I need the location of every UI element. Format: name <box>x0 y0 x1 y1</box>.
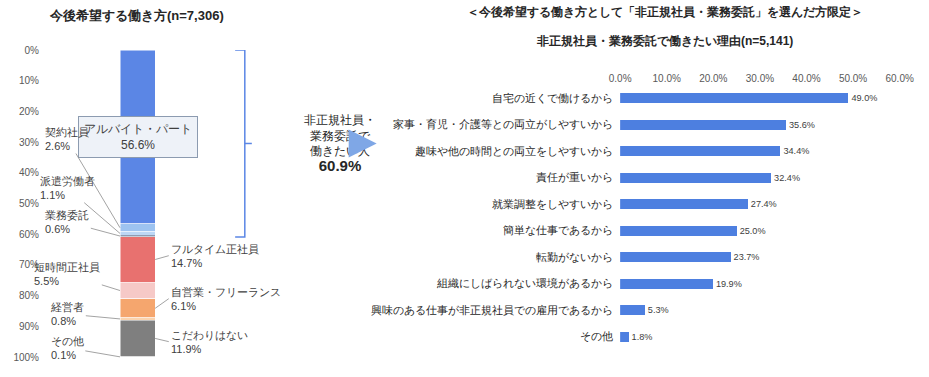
svg-text:40%: 40% <box>19 167 39 178</box>
svg-text:興味のある仕事が非正規社員での雇用であるから: 興味のある仕事が非正規社員での雇用であるから <box>371 304 613 316</box>
svg-text:50.0%: 50.0% <box>839 73 867 84</box>
svg-text:0.0%: 0.0% <box>609 73 632 84</box>
svg-text:90%: 90% <box>19 321 39 332</box>
svg-text:50%: 50% <box>19 198 39 209</box>
svg-text:80%: 80% <box>19 290 39 301</box>
svg-text:34.4%: 34.4% <box>783 146 809 156</box>
svg-text:アルバイト・パート56.6%: アルバイト・パート56.6% <box>84 122 192 152</box>
svg-text:32.4%: 32.4% <box>774 173 800 183</box>
svg-text:60%: 60% <box>19 229 39 240</box>
svg-text:責任が重いから: 責任が重いから <box>536 171 613 183</box>
svg-text:趣味や他の時間との両立をしやすいから: 趣味や他の時間との両立をしやすいから <box>415 145 613 158</box>
svg-text:家事・育児・介護等との両立がしやすいから: 家事・育児・介護等との両立がしやすいから <box>393 118 613 131</box>
svg-text:40.0%: 40.0% <box>792 73 820 84</box>
svg-text:60.0%: 60.0% <box>885 73 913 84</box>
svg-text:転勤がないから: 転勤がないから <box>536 251 613 263</box>
svg-text:49.0%: 49.0% <box>851 93 877 103</box>
svg-text:70%: 70% <box>19 259 39 270</box>
svg-text:20%: 20% <box>19 106 39 117</box>
svg-text:派遣労働者1.1%: 派遣労働者1.1% <box>40 175 95 201</box>
svg-text:10%: 10% <box>19 75 39 86</box>
svg-text:業務委託0.6%: 業務委託0.6% <box>45 209 89 235</box>
svg-text:契約社員2.6%: 契約社員2.6% <box>45 126 89 152</box>
svg-text:20.0%: 20.0% <box>699 73 727 84</box>
svg-text:非正規社員・業務委託で働きたい人60.9%: 非正規社員・業務委託で働きたい人60.9% <box>304 113 376 174</box>
svg-text:こだわりはない11.9%: こだわりはない11.9% <box>171 329 248 355</box>
svg-text:23.7%: 23.7% <box>734 252 760 262</box>
svg-text:組織にしばられない環境があるから: 組織にしばられない環境があるから <box>436 277 613 289</box>
svg-text:その他0.1%: その他0.1% <box>51 335 84 361</box>
svg-text:27.4%: 27.4% <box>751 199 777 209</box>
svg-text:100%: 100% <box>13 352 39 363</box>
svg-text:非正規社員・業務委託で働きたい理由(n=5,141): 非正規社員・業務委託で働きたい理由(n=5,141) <box>536 34 793 48</box>
svg-text:フルタイム正社員14.7%: フルタイム正社員14.7% <box>171 243 259 269</box>
svg-text:0%: 0% <box>25 45 40 56</box>
svg-text:35.6%: 35.6% <box>789 120 815 130</box>
svg-text:25.0%: 25.0% <box>740 226 766 236</box>
svg-text:今後希望する働き方(n=7,306): 今後希望する働き方(n=7,306) <box>49 8 224 23</box>
svg-text:5.3%: 5.3% <box>648 305 669 315</box>
svg-text:経営者0.8%: 経営者0.8% <box>50 301 84 327</box>
svg-text:自宅の近くで働けるから: 自宅の近くで働けるから <box>492 92 613 105</box>
svg-text:短時間正社員5.5%: 短時間正社員5.5% <box>34 261 100 287</box>
svg-text:30%: 30% <box>19 137 39 148</box>
svg-text:簡単な仕事であるから: 簡単な仕事であるから <box>503 224 613 236</box>
svg-text:30.0%: 30.0% <box>746 73 774 84</box>
svg-text:19.9%: 19.9% <box>716 279 742 289</box>
svg-text:就業調整をしやすいから: 就業調整をしやすいから <box>492 198 613 211</box>
svg-text:1.8%: 1.8% <box>632 332 653 342</box>
svg-text:10.0%: 10.0% <box>653 73 681 84</box>
svg-text:＜今後希望する働き方として「非正規社員・業務委託」を選んだ方: ＜今後希望する働き方として「非正規社員・業務委託」を選んだ方限定＞ <box>467 5 863 19</box>
svg-text:その他: その他 <box>580 330 613 342</box>
svg-text:自営業・フリーランス6.1%: 自営業・フリーランス6.1% <box>171 286 281 312</box>
